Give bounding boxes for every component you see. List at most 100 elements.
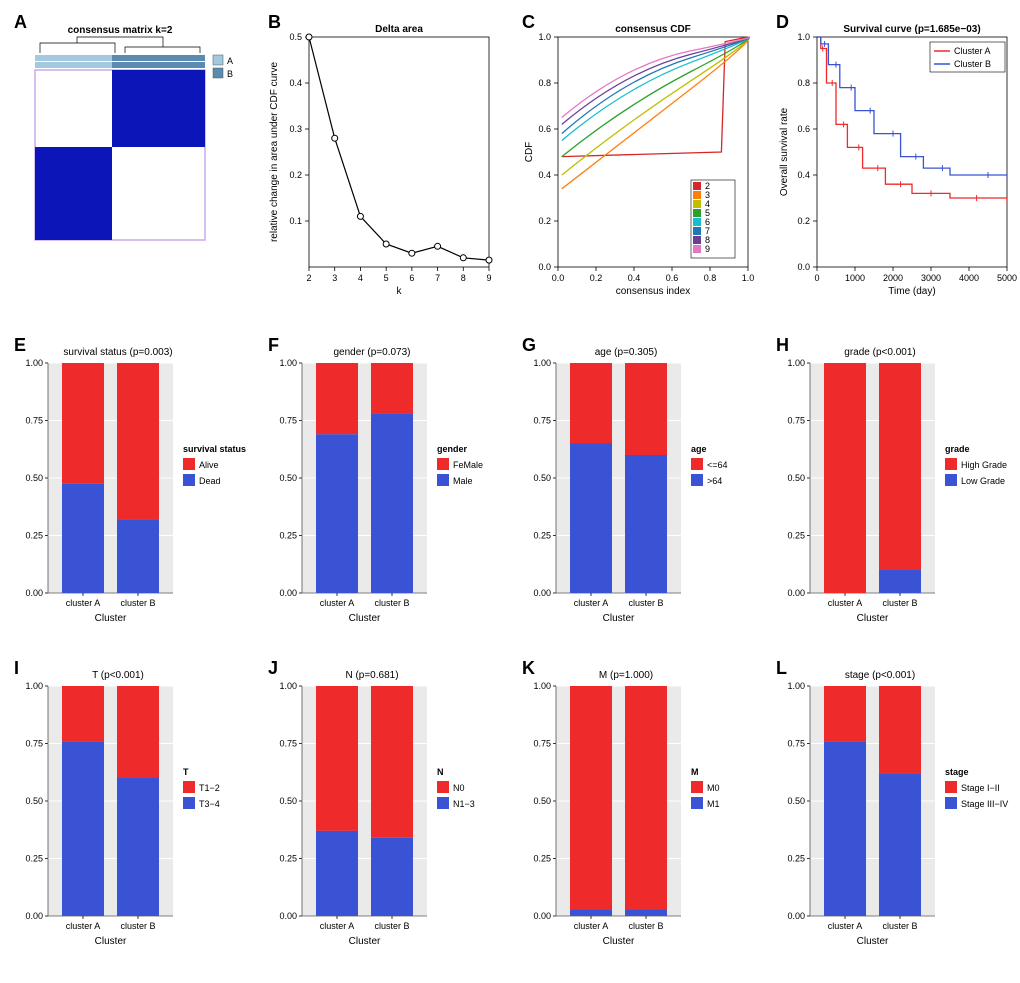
svg-text:0.8: 0.8 [538, 78, 551, 88]
svg-text:Dead: Dead [199, 476, 221, 486]
panel-letter: K [522, 658, 535, 679]
svg-text:1.00: 1.00 [533, 358, 551, 368]
svg-text:1.00: 1.00 [787, 681, 805, 691]
svg-text:0.75: 0.75 [533, 416, 551, 426]
panel-H: Hgrade (p<0.001)0.000.250.500.751.00clus… [772, 333, 1020, 650]
svg-text:N (p=0.681): N (p=0.681) [345, 670, 398, 681]
svg-text:3000: 3000 [921, 273, 941, 283]
stacked-bar-svg: grade (p<0.001)0.000.250.500.751.00clust… [772, 333, 1020, 648]
consensus-matrix-svg: consensus matrix k=2 [10, 10, 258, 325]
stacked-bar-svg: M (p=1.000)0.000.250.500.751.00cluster A… [518, 656, 766, 971]
anno-bar-A [35, 55, 112, 61]
svg-text:age (p=0.305): age (p=0.305) [595, 347, 658, 358]
svg-text:consensus index: consensus index [616, 286, 691, 297]
svg-text:Stage III−IV: Stage III−IV [961, 799, 1008, 809]
svg-text:cluster A: cluster A [320, 921, 355, 931]
svg-text:0.50: 0.50 [279, 473, 297, 483]
svg-text:1.0: 1.0 [742, 273, 755, 283]
svg-text:6: 6 [409, 273, 414, 283]
svg-text:Cluster: Cluster [857, 613, 889, 624]
panel-K: KM (p=1.000)0.000.250.500.751.00cluster … [518, 656, 766, 973]
panel-letter: C [522, 12, 535, 33]
stacked-bar-svg: stage (p<0.001)0.000.250.500.751.00clust… [772, 656, 1020, 971]
svg-text:cluster B: cluster B [120, 598, 155, 608]
dendrogram-icon [40, 37, 200, 53]
panel-A-title: consensus matrix k=2 [68, 25, 173, 36]
panel-C: C consensus CDF 0.00.20.40.60.81.0 0.00.… [518, 10, 766, 327]
panel-F: Fgender (p=0.073)0.000.250.500.751.00clu… [264, 333, 512, 650]
svg-text:A: A [227, 56, 233, 66]
svg-text:T3−4: T3−4 [199, 799, 220, 809]
cdf-svg: consensus CDF 0.00.20.40.60.81.0 0.00.20… [518, 10, 766, 325]
svg-text:grade: grade [945, 444, 970, 454]
svg-text:0.0: 0.0 [538, 262, 551, 272]
panel-L: Lstage (p<0.001)0.000.250.500.751.00clus… [772, 656, 1020, 973]
svg-text:gender: gender [437, 444, 468, 454]
svg-text:1.0: 1.0 [538, 32, 551, 42]
stacked-bar-svg: survival status (p=0.003)0.000.250.500.7… [10, 333, 258, 648]
svg-text:cluster B: cluster B [628, 598, 663, 608]
svg-text:M: M [691, 767, 699, 777]
svg-text:cluster A: cluster A [66, 598, 101, 608]
heatmap-block-1 [112, 70, 205, 147]
svg-text:0.8: 0.8 [704, 273, 717, 283]
svg-text:1.00: 1.00 [279, 681, 297, 691]
svg-text:0.50: 0.50 [25, 796, 43, 806]
svg-text:0.00: 0.00 [25, 588, 43, 598]
svg-text:0.2: 0.2 [538, 216, 551, 226]
svg-text:survival status (p=0.003): survival status (p=0.003) [63, 347, 172, 358]
svg-text:2000: 2000 [883, 273, 903, 283]
panel-J: JN (p=0.681)0.000.250.500.751.00cluster … [264, 656, 512, 973]
svg-text:9: 9 [705, 244, 710, 254]
svg-text:gender (p=0.073): gender (p=0.073) [333, 347, 410, 358]
svg-text:cluster A: cluster A [66, 921, 101, 931]
svg-text:1.00: 1.00 [25, 681, 43, 691]
panel-A-legend: A B [213, 55, 233, 79]
svg-text:0.50: 0.50 [787, 796, 805, 806]
panel-letter: L [776, 658, 787, 679]
svg-text:0.75: 0.75 [279, 416, 297, 426]
svg-text:M1: M1 [707, 799, 720, 809]
svg-text:Stage I−II: Stage I−II [961, 783, 1000, 793]
svg-text:High Grade: High Grade [961, 460, 1007, 470]
svg-text:Cluster A: Cluster A [954, 46, 991, 56]
svg-text:0.00: 0.00 [787, 588, 805, 598]
svg-text:5: 5 [384, 273, 389, 283]
svg-text:0.75: 0.75 [533, 739, 551, 749]
svg-text:0.75: 0.75 [787, 739, 805, 749]
stacked-bar-svg: T (p<0.001)0.000.250.500.751.00cluster A… [10, 656, 258, 971]
svg-text:grade (p<0.001): grade (p<0.001) [844, 347, 915, 358]
panel-letter: H [776, 335, 789, 356]
panel-E: Esurvival status (p=0.003)0.000.250.500.… [10, 333, 258, 650]
svg-text:cluster A: cluster A [574, 921, 609, 931]
svg-text:>64: >64 [707, 476, 722, 486]
svg-text:0.00: 0.00 [279, 588, 297, 598]
figure-grid: A consensus matrix k=2 [10, 10, 1010, 973]
svg-text:0.5: 0.5 [289, 32, 302, 42]
panel-G: Gage (p=0.305)0.000.250.500.751.00cluste… [518, 333, 766, 650]
svg-text:0.25: 0.25 [533, 531, 551, 541]
svg-text:0: 0 [814, 273, 819, 283]
svg-text:0.00: 0.00 [279, 911, 297, 921]
svg-text:Cluster: Cluster [603, 936, 635, 947]
svg-text:7: 7 [435, 273, 440, 283]
heatmap-block-2 [35, 147, 112, 240]
svg-text:0.1: 0.1 [289, 216, 302, 226]
svg-text:0.00: 0.00 [533, 911, 551, 921]
svg-text:age: age [691, 444, 707, 454]
svg-text:0.25: 0.25 [279, 531, 297, 541]
panel-letter: D [776, 12, 789, 33]
panel-letter: F [268, 335, 279, 356]
panel-B-title: Delta area [375, 24, 423, 35]
svg-text:0.6: 0.6 [538, 124, 551, 134]
svg-text:0.2: 0.2 [797, 216, 810, 226]
svg-text:B: B [227, 69, 233, 79]
svg-text:0.50: 0.50 [25, 473, 43, 483]
svg-text:1.00: 1.00 [25, 358, 43, 368]
svg-text:T1−2: T1−2 [199, 783, 220, 793]
svg-text:8: 8 [461, 273, 466, 283]
svg-text:<=64: <=64 [707, 460, 728, 470]
svg-text:T: T [183, 767, 189, 777]
svg-text:relative change in area under: relative change in area under CDF curve [269, 62, 280, 243]
panel-letter: E [14, 335, 26, 356]
